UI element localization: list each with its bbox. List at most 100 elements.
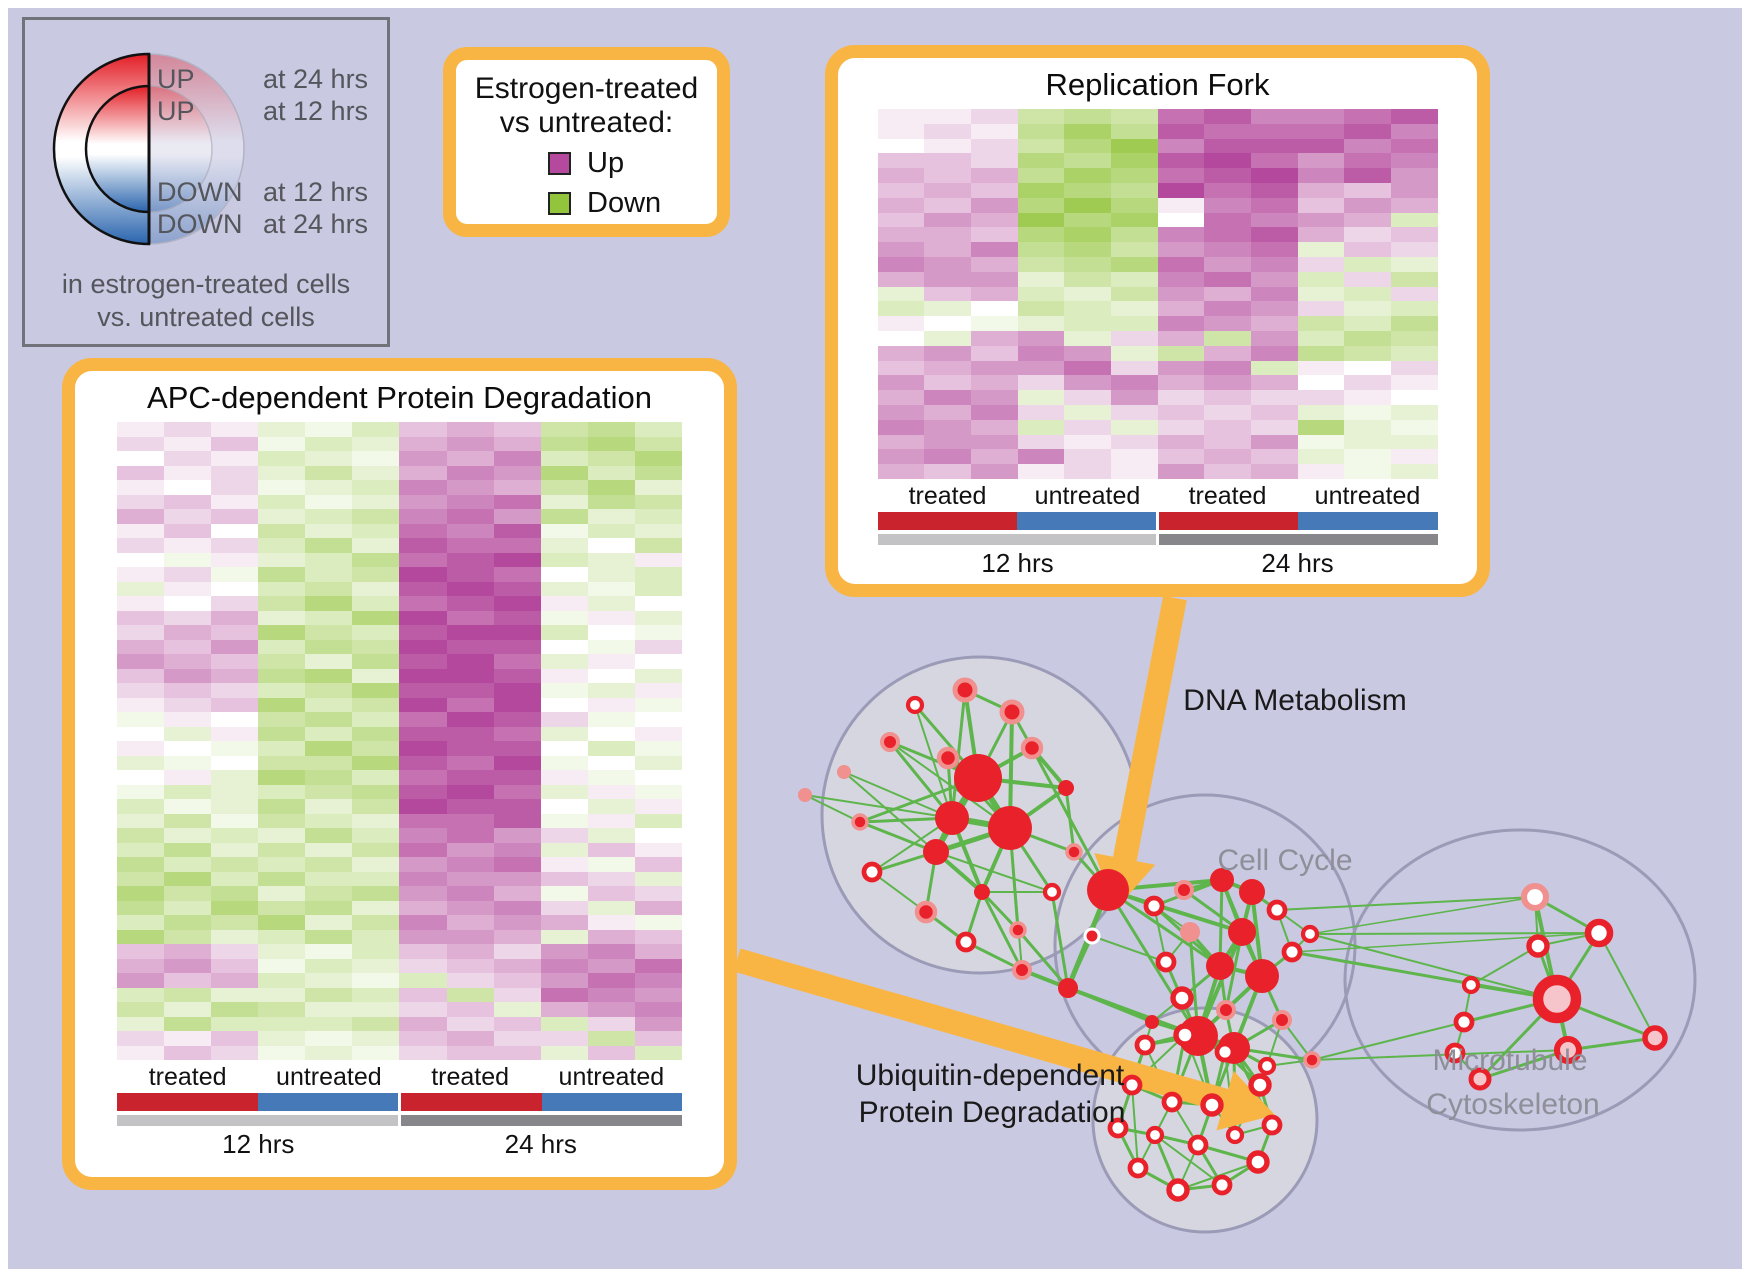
gene-node-pink-halo — [1174, 880, 1194, 900]
network-edge — [804, 794, 861, 823]
down-24-time: at 24 hrs — [263, 209, 369, 239]
heatmap-cell — [924, 390, 971, 405]
network-edge — [1309, 896, 1536, 935]
heatmap-cell — [211, 784, 259, 799]
heatmap-cell — [1390, 197, 1438, 213]
heatmap-cell — [1017, 405, 1065, 420]
gene-node-white-ring — [1145, 1125, 1165, 1145]
heatmap-cell — [164, 1031, 212, 1046]
gene-node-pink-halo — [1020, 736, 1044, 760]
heatmap-cell — [1064, 301, 1111, 317]
heatmap-cell — [211, 480, 259, 495]
heatmap-cell — [446, 886, 494, 901]
heatmap-cell — [1344, 242, 1391, 257]
down-12-time: at 12 hrs — [263, 177, 369, 207]
heatmap-cell — [1064, 212, 1111, 228]
heatmap-cell — [117, 668, 165, 683]
heatmap-cell — [164, 886, 212, 901]
apc-title: APC-dependent Protein Degradation — [147, 380, 652, 415]
gene-node-white-ring — [1170, 986, 1194, 1010]
gene-node-white-ring — [1143, 895, 1165, 917]
heatmap-cell — [117, 1002, 165, 1017]
gene-node-solid — [954, 754, 1002, 802]
heatmap-cell — [446, 436, 494, 451]
heatmap-cell — [258, 581, 306, 596]
heatmap-cell — [117, 712, 165, 727]
heatmap-cell — [1017, 138, 1065, 154]
heatmap-cell — [117, 509, 165, 524]
heatmap-cell — [446, 1045, 494, 1060]
heatmap-cell — [258, 596, 306, 611]
heatmap-cell — [352, 494, 400, 509]
heatmap-cell — [1110, 390, 1158, 405]
heatmap-cell — [352, 755, 400, 770]
heatmap-cell — [493, 451, 541, 466]
heatmap-cell — [446, 697, 494, 712]
heatmap-cell — [399, 451, 447, 466]
heatmap-cell — [924, 227, 971, 243]
heatmap-cell — [258, 451, 306, 466]
network-edge — [1598, 932, 1656, 1039]
heatmap-cell — [1344, 212, 1391, 228]
heatmap-cell — [399, 1045, 447, 1060]
heatmap-cell — [305, 784, 353, 799]
ring-legend-footer-line1: in estrogen-treated cells — [61, 269, 351, 299]
heatmap-cell — [258, 668, 306, 683]
heatmap-cell — [164, 567, 212, 582]
network-edge — [1106, 888, 1222, 968]
heatmap-cell — [1064, 227, 1111, 243]
heatmap-cell — [305, 683, 353, 698]
legend-item-up: Up — [548, 147, 717, 180]
heatmap-cell — [305, 494, 353, 509]
gene-node-white-ring — [1214, 1041, 1236, 1063]
heatmap-cell — [117, 480, 165, 495]
heatmap-cell — [352, 973, 400, 988]
heatmap-cell — [587, 596, 635, 611]
heatmap-cell — [117, 654, 165, 669]
heatmap-cell — [305, 1016, 353, 1031]
heatmap-cell — [164, 523, 212, 538]
gene-node-white-halo — [1083, 927, 1101, 945]
heatmap-cell — [877, 123, 925, 139]
heatmap-cell — [1204, 183, 1251, 198]
gene-node-pink-halo — [1065, 843, 1083, 861]
heatmap-cell — [446, 900, 494, 915]
heatmap-cell — [924, 138, 971, 154]
heatmap-cell — [305, 842, 353, 857]
network-edge — [1091, 935, 1167, 963]
gene-node-pink-solid — [798, 788, 812, 802]
heatmap-cell — [446, 1031, 494, 1046]
heatmap-cell — [1157, 360, 1205, 376]
heatmap-cell — [211, 813, 259, 828]
heatmap-cell — [352, 958, 400, 973]
heatmap-cell — [352, 871, 400, 886]
heatmap-cell — [1157, 197, 1205, 213]
heatmap-cell — [1110, 271, 1158, 287]
heatmap-cell — [1390, 227, 1438, 243]
heatmap-cell — [970, 405, 1018, 420]
heatmap-cell — [211, 523, 259, 538]
heatmap-cell — [305, 552, 353, 567]
heatmap-cell — [493, 799, 541, 814]
heatmap-cell — [164, 755, 212, 770]
heatmap-cell — [924, 286, 971, 302]
heatmap-cell — [399, 465, 447, 480]
heatmap-cell — [924, 197, 971, 213]
heatmap-cell — [258, 944, 306, 959]
comparison-legend-title-line1: Estrogen-treated — [474, 72, 699, 105]
heatmap-cell — [1064, 138, 1111, 154]
heatmap-cell — [877, 109, 925, 124]
heatmap-cell — [211, 697, 259, 712]
heatmap-cell — [117, 944, 165, 959]
heatmap-cell — [352, 552, 400, 567]
heatmap-cell — [258, 799, 306, 814]
heatmap-cell — [634, 784, 682, 799]
heatmap-cell — [211, 1031, 259, 1046]
heatmap-cell — [352, 842, 400, 857]
heatmap-cell — [970, 257, 1018, 272]
heatmap-cell — [258, 697, 306, 712]
heatmap-cell — [634, 581, 682, 596]
heatmap-cell — [164, 1045, 212, 1060]
down-12-label: DOWN — [157, 177, 243, 207]
heatmap-cell — [1157, 316, 1205, 331]
